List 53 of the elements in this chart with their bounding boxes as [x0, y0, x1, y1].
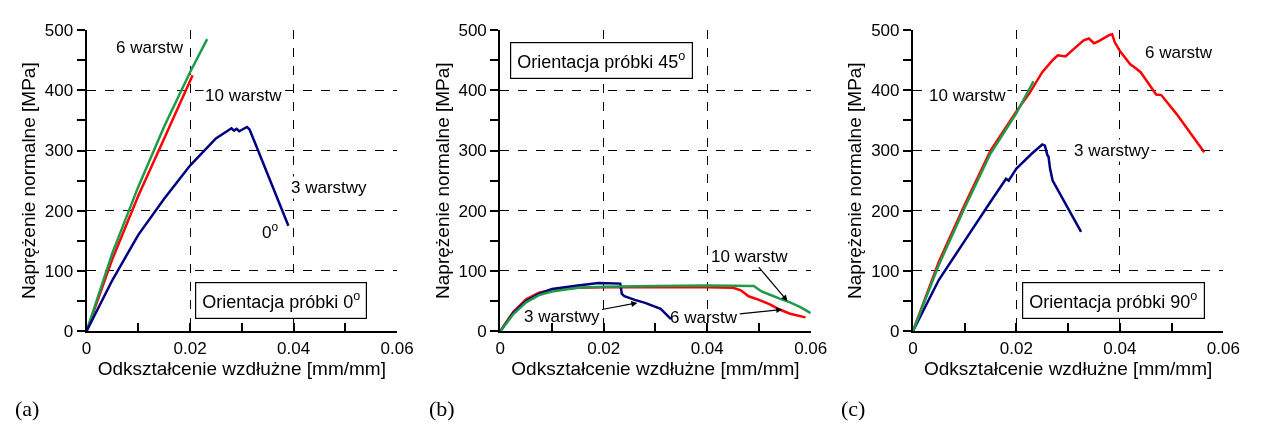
annotation: 10 warstw	[929, 86, 1007, 105]
x-tick-label: 0.04	[690, 338, 724, 358]
y-tick-label: 200	[871, 201, 900, 221]
y-axis-title: Naprężenie normalne [MPa]	[18, 62, 40, 299]
y-tick-label: 0	[63, 322, 74, 342]
x-tick-label: 0.06	[380, 338, 414, 358]
y-tick-label: 100	[458, 261, 487, 281]
annotation: 0$^{o}$	[262, 220, 279, 243]
text: (c)	[841, 396, 866, 421]
x-tick-label: 0.02	[173, 338, 207, 358]
y-axis-title: Naprężenie normalne [MPa]	[431, 62, 453, 299]
annotation: Orientacja próbki 0$^{o}$	[202, 289, 361, 312]
annotation: 3 warstwy	[1074, 141, 1151, 160]
annotation: 6 warstw	[116, 38, 184, 57]
x-tick-label: 0	[495, 338, 505, 358]
x-tick-label: 0.06	[1206, 338, 1240, 358]
y-tick-label: 300	[871, 141, 900, 161]
y-tick-label: 200	[44, 201, 74, 221]
y-tick-label: 100	[871, 261, 900, 281]
y-tick-label: 200	[458, 201, 487, 221]
x-tick-label: 0	[81, 338, 92, 358]
y-tick-label: 100	[44, 261, 74, 281]
y-tick-label: 0	[477, 322, 487, 342]
annotation: 3 warstwy	[524, 307, 601, 326]
annotation: Orientacja próbki 90$^{o}$	[1029, 289, 1198, 312]
y-tick-label: 300	[458, 141, 487, 161]
y-tick-label: 0	[890, 322, 900, 342]
y-tick-label: 400	[871, 81, 900, 101]
y-tick-label: 500	[44, 20, 74, 40]
x-tick-label: 0.04	[277, 338, 311, 358]
y-tick-label: 500	[871, 20, 900, 40]
annotation: 6 warstw	[670, 308, 738, 327]
annotation: Orientacja próbki 45$^{o}$	[517, 49, 686, 72]
y-axis-title: Naprężenie normalne [MPa]	[844, 62, 866, 299]
annotation: 10 warstw	[711, 247, 789, 266]
x-tick-label: 0.02	[999, 338, 1033, 358]
x-tick-label: 0.02	[587, 338, 621, 358]
x-axis-title: Odkształcenie wzdłużne [mm/mm]	[924, 357, 1213, 379]
x-tick-label: 0.06	[794, 338, 828, 358]
x-axis-title: Odkształcenie wzdłużne [mm/mm]	[97, 357, 386, 379]
text: (a)	[15, 396, 40, 421]
text: (b)	[429, 396, 455, 421]
annotation: 10 warstw	[205, 86, 283, 105]
y-tick-label: 300	[44, 141, 74, 161]
annotation: 3 warstwy	[291, 178, 368, 197]
annotation: 6 warstw	[1145, 43, 1213, 62]
y-tick-label: 500	[458, 20, 487, 40]
y-tick-label: 400	[458, 81, 487, 101]
y-tick-label: 400	[44, 81, 74, 101]
x-tick-label: 0.04	[1103, 338, 1137, 358]
x-axis-title: Odkształcenie wzdłużne [mm/mm]	[511, 357, 800, 379]
line-series	[86, 125, 290, 332]
x-tick-label: 0	[908, 338, 918, 358]
